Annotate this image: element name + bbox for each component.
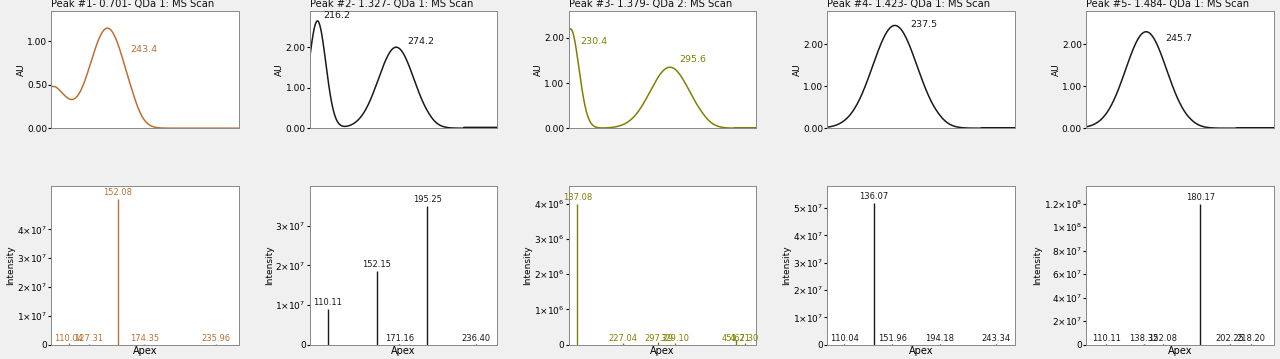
Text: 137.08: 137.08 (563, 193, 591, 202)
Text: 243.4: 243.4 (131, 45, 157, 54)
X-axis label: Apex: Apex (392, 346, 416, 356)
Text: 152.08: 152.08 (104, 188, 133, 197)
Text: 110.11: 110.11 (1092, 334, 1121, 343)
Text: 237.5: 237.5 (910, 20, 937, 29)
Text: 230.4: 230.4 (580, 37, 607, 46)
Text: 195.25: 195.25 (413, 195, 442, 204)
Text: 136.07: 136.07 (859, 192, 888, 201)
Y-axis label: Intensity: Intensity (1033, 246, 1042, 285)
Text: 180.17: 180.17 (1185, 193, 1215, 202)
Y-axis label: Intensity: Intensity (6, 246, 15, 285)
Text: 174.35: 174.35 (129, 334, 159, 343)
Text: 171.16: 171.16 (384, 334, 413, 343)
Y-axis label: AU: AU (792, 63, 801, 76)
Text: 138.32: 138.32 (1129, 334, 1158, 343)
Text: Peak #2- 1.327- QDa 1: MS Scan: Peak #2- 1.327- QDa 1: MS Scan (310, 0, 474, 9)
Text: 235.96: 235.96 (202, 334, 230, 343)
X-axis label: Apex: Apex (909, 346, 933, 356)
Text: 245.7: 245.7 (1165, 34, 1192, 43)
Text: 110.04: 110.04 (54, 334, 83, 343)
Y-axis label: AU: AU (275, 63, 284, 76)
Text: 110.04: 110.04 (829, 334, 859, 343)
Text: 236.40: 236.40 (461, 334, 490, 343)
Text: 451.21: 451.21 (722, 334, 751, 343)
Text: 297.29: 297.29 (644, 334, 673, 343)
Text: 243.34: 243.34 (982, 334, 1010, 343)
Y-axis label: AU: AU (1051, 63, 1060, 76)
Text: 216.2: 216.2 (323, 11, 349, 20)
Text: 218.20: 218.20 (1236, 334, 1266, 343)
Y-axis label: AU: AU (17, 63, 26, 76)
Text: Peak #4- 1.423- QDa 1: MS Scan: Peak #4- 1.423- QDa 1: MS Scan (827, 0, 991, 9)
Text: 194.18: 194.18 (925, 334, 955, 343)
Text: 329.10: 329.10 (660, 334, 689, 343)
Text: 152.08: 152.08 (1148, 334, 1178, 343)
Y-axis label: AU: AU (534, 63, 543, 76)
Y-axis label: Intensity: Intensity (265, 246, 274, 285)
Text: 274.2: 274.2 (407, 37, 434, 46)
Text: 295.6: 295.6 (680, 55, 707, 64)
Text: Peak #1- 0.701- QDa 1: MS Scan: Peak #1- 0.701- QDa 1: MS Scan (51, 0, 215, 9)
Text: 151.96: 151.96 (878, 334, 906, 343)
Text: 467.30: 467.30 (730, 334, 759, 343)
Text: 127.31: 127.31 (74, 334, 104, 343)
X-axis label: Apex: Apex (650, 346, 675, 356)
Text: Peak #5- 1.484- QDa 1: MS Scan: Peak #5- 1.484- QDa 1: MS Scan (1087, 0, 1249, 9)
Text: 227.04: 227.04 (608, 334, 637, 343)
X-axis label: Apex: Apex (133, 346, 157, 356)
Text: 202.25: 202.25 (1215, 334, 1244, 343)
Y-axis label: Intensity: Intensity (782, 246, 791, 285)
Text: Peak #3- 1.379- QDa 2: MS Scan: Peak #3- 1.379- QDa 2: MS Scan (568, 0, 732, 9)
Text: 152.15: 152.15 (362, 260, 392, 269)
X-axis label: Apex: Apex (1167, 346, 1192, 356)
Text: 110.11: 110.11 (314, 298, 342, 307)
Y-axis label: Intensity: Intensity (524, 246, 532, 285)
